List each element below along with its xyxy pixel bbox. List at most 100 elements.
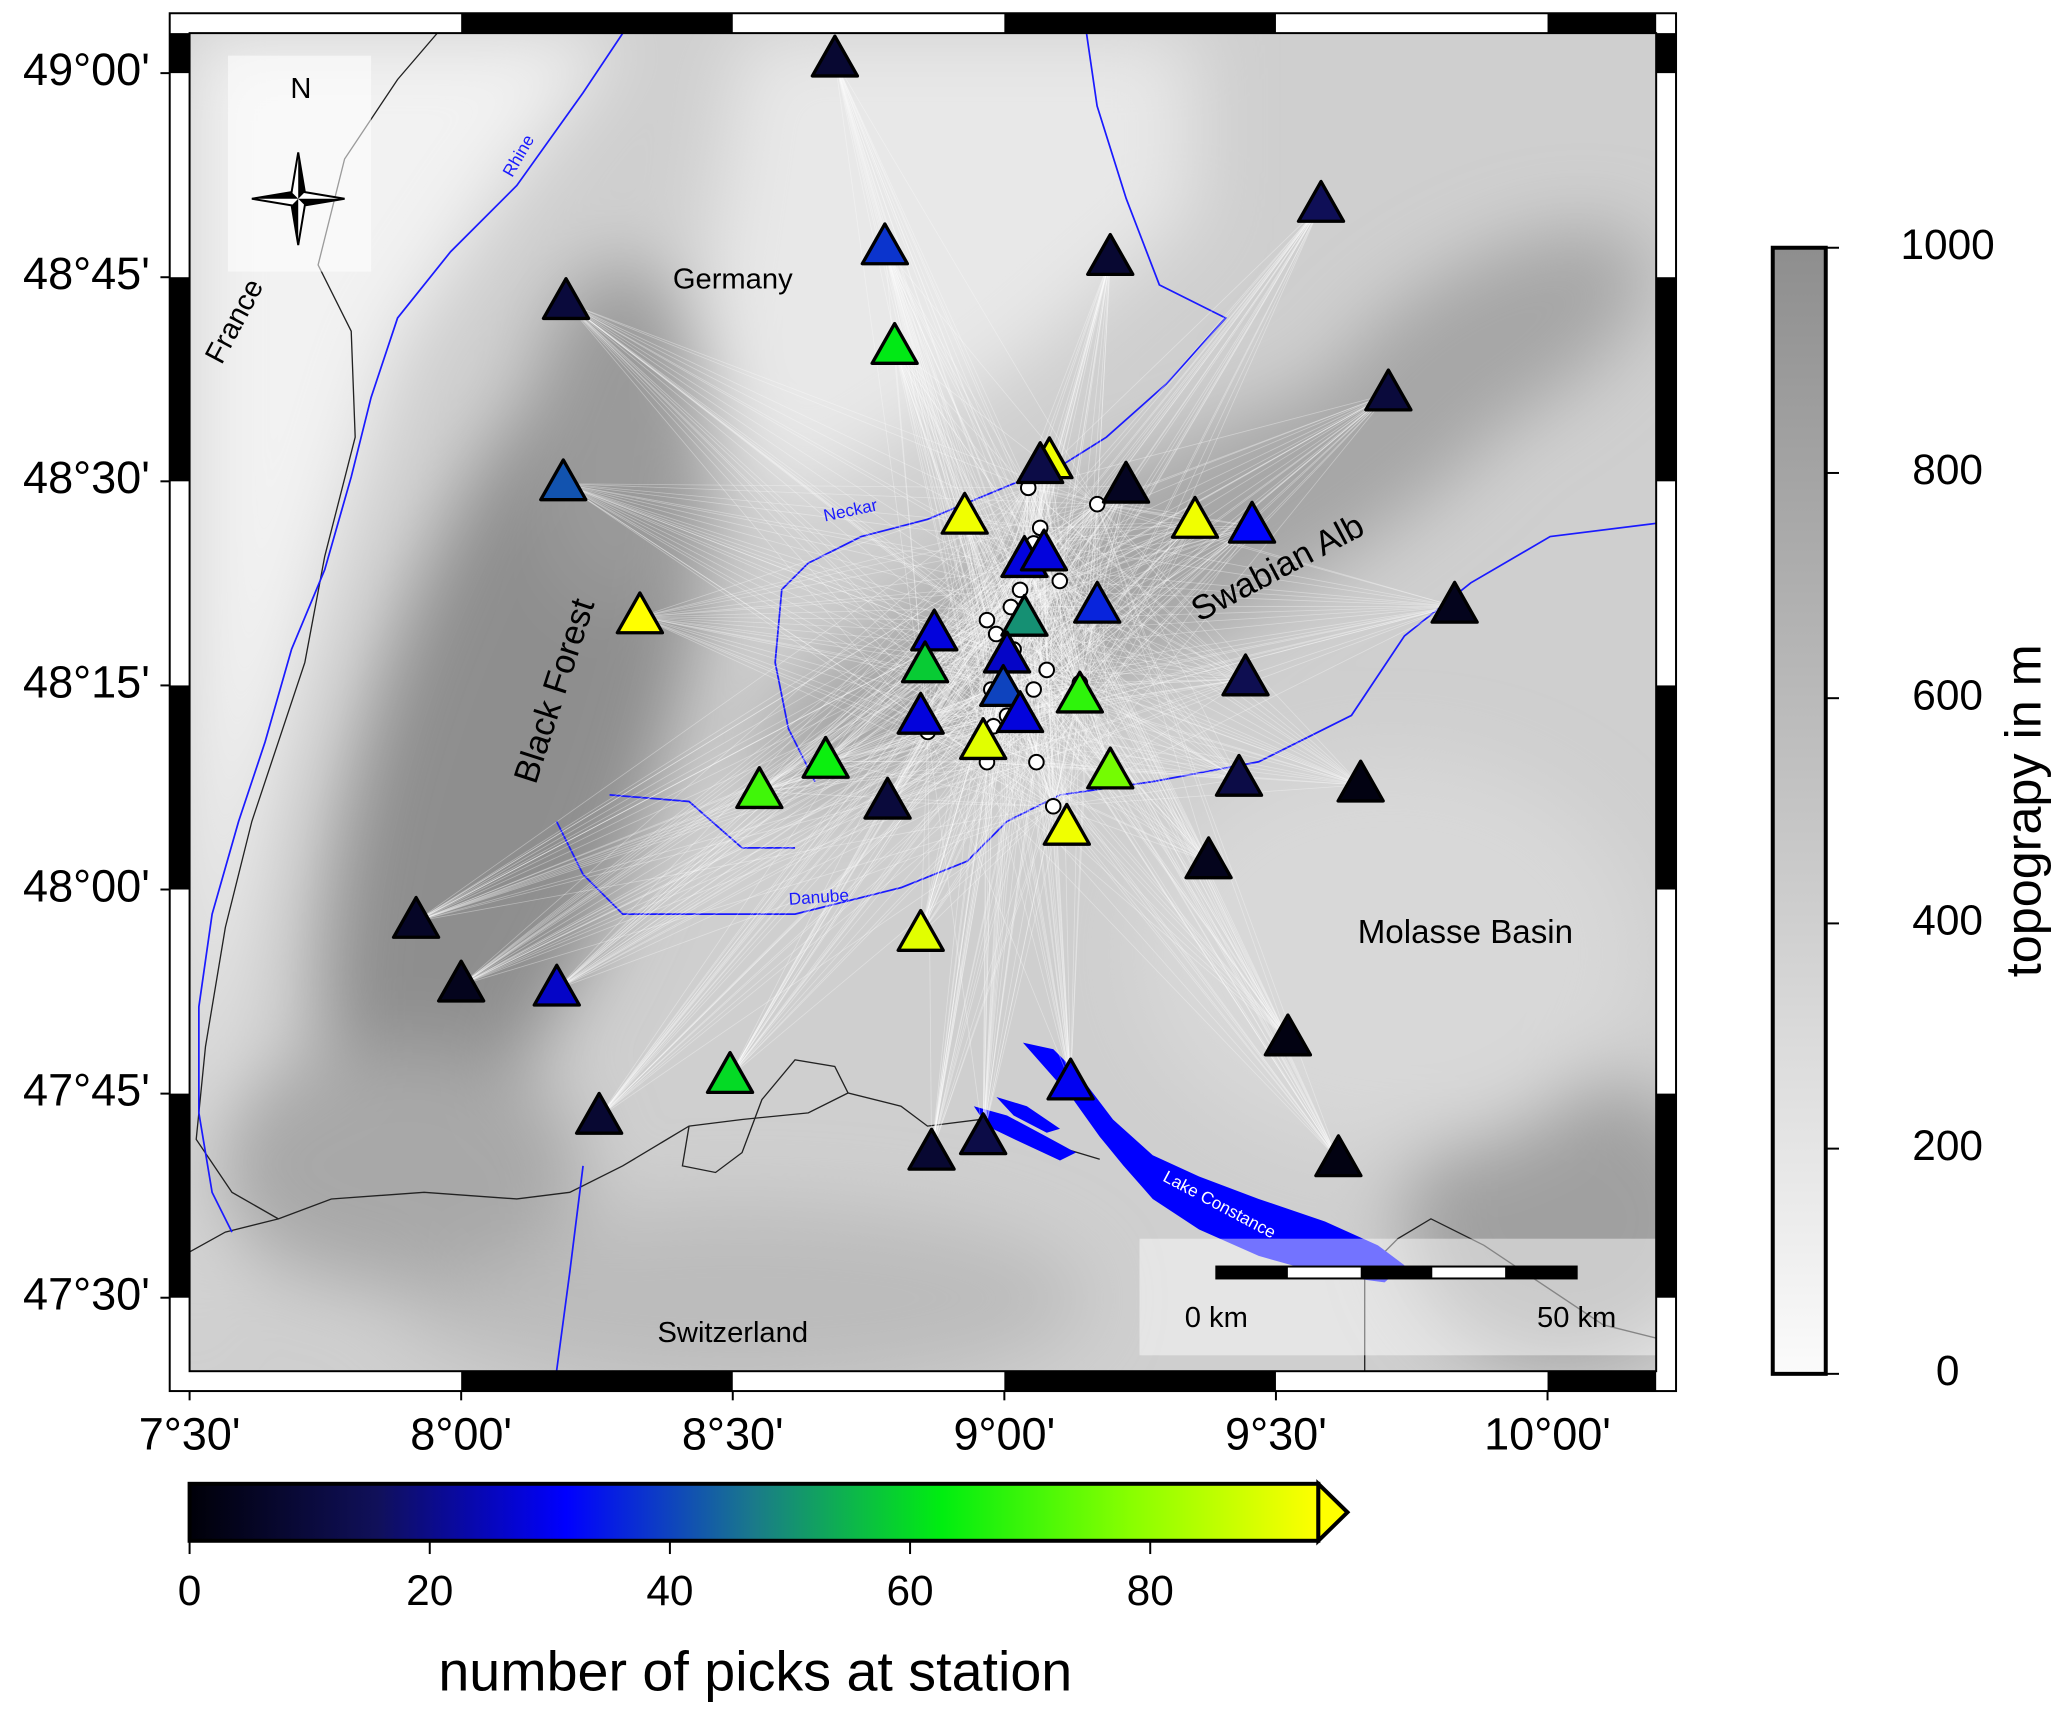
ray <box>460 715 1008 986</box>
ray <box>729 589 1021 1077</box>
ray <box>1019 520 1196 591</box>
ray <box>931 762 988 1154</box>
ray <box>1010 520 1196 608</box>
ray <box>1006 393 1389 716</box>
ray <box>1079 525 1253 684</box>
ray <box>1026 258 1111 568</box>
ray <box>924 606 1012 667</box>
frame-bar <box>1656 1093 1677 1298</box>
ray <box>927 466 1041 733</box>
ray <box>920 580 1061 718</box>
ray <box>759 589 1021 792</box>
ray <box>927 731 984 1138</box>
ray <box>993 393 1389 727</box>
ray <box>461 805 1054 986</box>
ray <box>563 483 1011 608</box>
station <box>1227 500 1277 544</box>
ray <box>563 483 1027 569</box>
ray <box>556 527 1041 990</box>
ray <box>884 247 1035 544</box>
ray <box>834 59 1012 608</box>
frame-bar <box>1656 277 1677 482</box>
ray <box>894 347 988 621</box>
ray <box>986 605 1098 621</box>
ray <box>1052 258 1111 807</box>
ray <box>834 59 1061 582</box>
ray <box>1049 461 1081 684</box>
ray <box>920 606 1012 718</box>
station <box>958 717 1008 761</box>
event <box>1025 681 1042 698</box>
ray <box>1036 761 1339 1160</box>
ray <box>639 616 1054 807</box>
ray <box>415 689 992 922</box>
ray <box>1027 487 1209 862</box>
event <box>1011 581 1029 599</box>
ray <box>894 347 1035 544</box>
ray <box>563 483 928 733</box>
ray <box>964 517 1048 671</box>
ray <box>759 580 1060 792</box>
ray <box>825 715 1008 762</box>
ray <box>920 731 929 935</box>
y-tick-label: 47°30' <box>23 1269 150 1320</box>
colorbar-tick-label: 60 <box>886 1567 933 1614</box>
ray <box>986 762 1072 1084</box>
ray <box>1006 715 1072 1084</box>
station <box>958 1112 1008 1156</box>
ray <box>1036 486 1127 763</box>
ray <box>1053 805 1209 863</box>
ray <box>563 483 1060 582</box>
ray <box>825 606 1012 762</box>
y-tick-label: 48°15' <box>23 656 150 707</box>
ray <box>563 483 1098 505</box>
ray <box>565 302 929 733</box>
ray <box>1013 649 1246 680</box>
colorbar-tick-label: 20 <box>406 1567 453 1614</box>
borders <box>189 33 1657 1372</box>
ray <box>1010 606 1361 786</box>
ray <box>884 247 997 635</box>
ray <box>834 59 992 690</box>
station <box>896 691 945 735</box>
ray <box>1096 258 1111 505</box>
ray <box>1013 258 1111 650</box>
ray <box>1013 649 1361 786</box>
ray <box>639 606 1011 618</box>
ray <box>996 633 1246 680</box>
station <box>1314 1134 1363 1178</box>
station <box>1055 670 1105 714</box>
ray <box>598 805 1054 1118</box>
station <box>1016 441 1065 485</box>
ray <box>1052 805 1339 1160</box>
station <box>940 491 989 535</box>
lake-constance <box>973 1042 1405 1283</box>
ray <box>556 761 988 990</box>
ray <box>563 483 997 635</box>
ray <box>598 689 992 1118</box>
ray <box>1033 543 1289 1040</box>
ray <box>1036 761 1361 786</box>
ray <box>1046 669 1072 1084</box>
ray <box>556 669 1047 990</box>
ray <box>986 761 1111 773</box>
ray <box>825 760 1054 807</box>
ray <box>887 761 988 803</box>
station <box>995 690 1045 734</box>
ray <box>729 633 997 1077</box>
ray <box>1019 393 1389 591</box>
y-tick-label: 48°45' <box>23 248 150 299</box>
ray <box>729 761 988 1077</box>
ray <box>1006 258 1111 716</box>
frame-bar <box>169 277 190 482</box>
frame-bar <box>169 685 190 890</box>
scale-bar: 0 km 50 km <box>1139 1238 1657 1356</box>
ray <box>834 59 1087 703</box>
ray <box>729 606 1012 1077</box>
colorbar-tick-label: 400 <box>1912 897 1983 944</box>
river-label: Danube <box>788 885 850 909</box>
ray <box>1086 525 1253 703</box>
ray <box>1013 649 1339 1160</box>
colorbar-tick-label: 1000 <box>1900 221 1994 268</box>
ray <box>993 726 1072 1084</box>
